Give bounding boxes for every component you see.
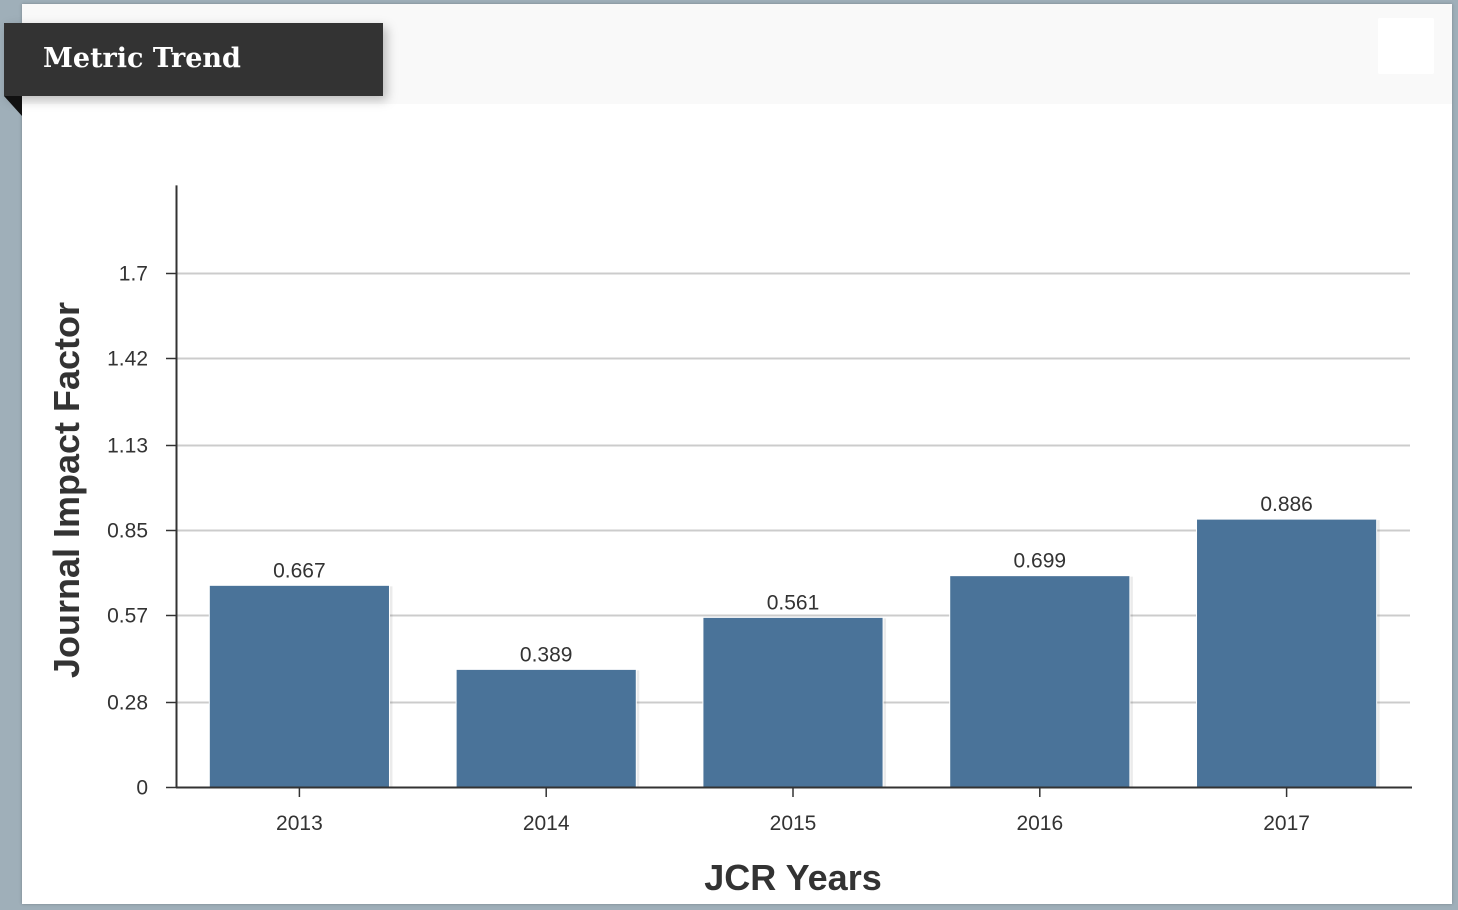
y-tick-label: 1.42 [107, 348, 148, 371]
bar-2016[interactable] [950, 576, 1130, 787]
y-tick-label: 0.85 [107, 520, 148, 543]
bar-2015[interactable] [703, 617, 883, 787]
data-label-2016: 0.699 [1014, 550, 1067, 573]
data-label-2013: 0.667 [273, 559, 326, 582]
y-tick-label: 0 [136, 777, 148, 800]
bar-2017[interactable] [1197, 519, 1377, 787]
x-tick-label-2016: 2016 [1016, 812, 1063, 835]
x-tick-label-2013: 2013 [276, 812, 323, 835]
x-tick-label-2014: 2014 [523, 812, 570, 835]
data-label-2014: 0.389 [520, 643, 573, 666]
x-tick-label-2017: 2017 [1263, 812, 1310, 835]
y-tick-label: 0.57 [107, 605, 148, 628]
y-tick-label: 1.13 [107, 435, 148, 458]
x-axis-title: JCR Years [704, 857, 881, 898]
y-tick-label: 0.28 [107, 692, 148, 715]
y-axis-title: Journal Impact Factor [46, 302, 87, 678]
bar-2014[interactable] [456, 669, 636, 787]
bars [209, 519, 1379, 788]
x-tick-label-2015: 2015 [770, 812, 817, 835]
data-label-2017: 0.886 [1260, 493, 1313, 516]
data-label-2015: 0.561 [767, 591, 820, 614]
y-tick-label: 1.7 [119, 263, 148, 286]
bar-2013[interactable] [209, 585, 389, 787]
